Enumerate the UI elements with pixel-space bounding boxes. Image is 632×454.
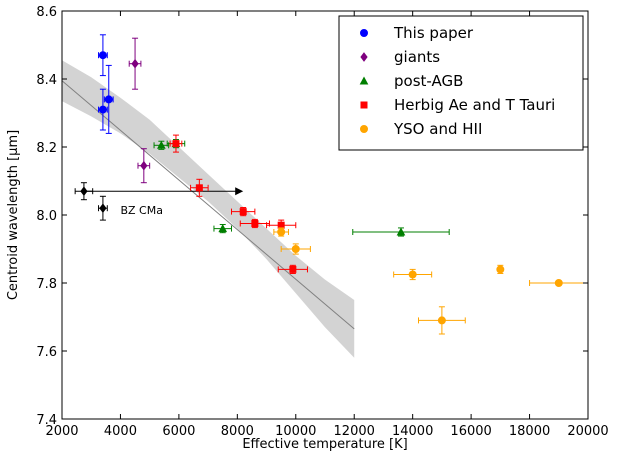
legend-item: YSO and HII	[360, 120, 482, 138]
x-tick-label: 12000	[334, 424, 375, 439]
data-point	[99, 203, 107, 214]
legend-item: This paper	[360, 24, 474, 42]
x-tick-label: 20000	[567, 424, 608, 439]
series-1	[128, 37, 151, 184]
legend-marker	[360, 101, 368, 109]
data-point	[408, 270, 417, 279]
y-tick-label: 8.6	[36, 5, 57, 20]
x-tick-label: 2000	[45, 424, 78, 439]
data-point	[172, 140, 180, 148]
data-point	[289, 265, 297, 273]
data-point	[239, 208, 247, 216]
legend-label: YSO and HII	[393, 120, 482, 138]
data-point	[554, 279, 563, 287]
data-point	[437, 316, 446, 325]
temperature-arrow-head	[235, 187, 244, 196]
plot-area	[62, 34, 588, 358]
y-tick-label: 7.4	[36, 413, 57, 428]
y-tick-label: 7.8	[36, 277, 57, 292]
fit-confidence-band	[62, 60, 355, 358]
legend-marker	[360, 125, 368, 133]
data-point	[277, 221, 285, 229]
legend-marker	[360, 29, 368, 37]
data-point	[291, 245, 300, 253]
legend-label: post-AGB	[394, 72, 463, 90]
y-tick-label: 8.4	[36, 73, 57, 88]
series-5	[74, 182, 108, 221]
legend-item: Herbig Ae and T Tauri	[360, 96, 555, 114]
data-point	[140, 160, 148, 171]
data-point	[157, 140, 166, 149]
data-point	[195, 184, 203, 192]
fit-line	[62, 80, 355, 330]
annotation-bz-cma: BZ CMa	[120, 204, 163, 217]
series-3	[169, 134, 308, 274]
legend-label: Herbig Ae and T Tauri	[394, 96, 555, 114]
legend-label: giants	[394, 48, 440, 66]
x-axis-title: Effective temperature [K]	[242, 437, 407, 452]
data-point	[277, 228, 286, 236]
data-point	[98, 51, 107, 60]
y-tick-label: 7.6	[36, 345, 57, 360]
series-0	[98, 34, 114, 134]
x-tick-label: 8000	[221, 424, 254, 439]
x-tick-label: 6000	[162, 424, 195, 439]
y-axis-title: Centroid wavelength [μm]	[6, 130, 21, 300]
x-tick-label: 14000	[392, 424, 433, 439]
data-point	[251, 220, 259, 227]
data-point	[496, 265, 505, 274]
data-point	[80, 186, 88, 197]
data-point	[98, 105, 107, 114]
legend-marker	[360, 52, 368, 62]
x-tick-label: 4000	[104, 424, 137, 439]
data-point	[104, 95, 113, 104]
legend-item: giants	[360, 48, 440, 66]
y-tick-label: 8.2	[36, 141, 57, 156]
legend-label: This paper	[393, 24, 474, 42]
x-tick-label: 16000	[450, 424, 491, 439]
series-4	[273, 227, 588, 335]
y-tick-label: 8.0	[36, 209, 57, 224]
data-point	[396, 227, 406, 236]
x-tick-label: 10000	[275, 424, 316, 439]
legend-box	[338, 15, 584, 151]
data-point	[131, 58, 139, 69]
legend-item: post-AGB	[359, 72, 463, 90]
legend-marker	[359, 76, 369, 85]
legend: This paper giants post-AGB Herbig Ae and T …	[338, 15, 584, 151]
x-tick-label: 18000	[509, 424, 550, 439]
data-point	[218, 224, 228, 233]
